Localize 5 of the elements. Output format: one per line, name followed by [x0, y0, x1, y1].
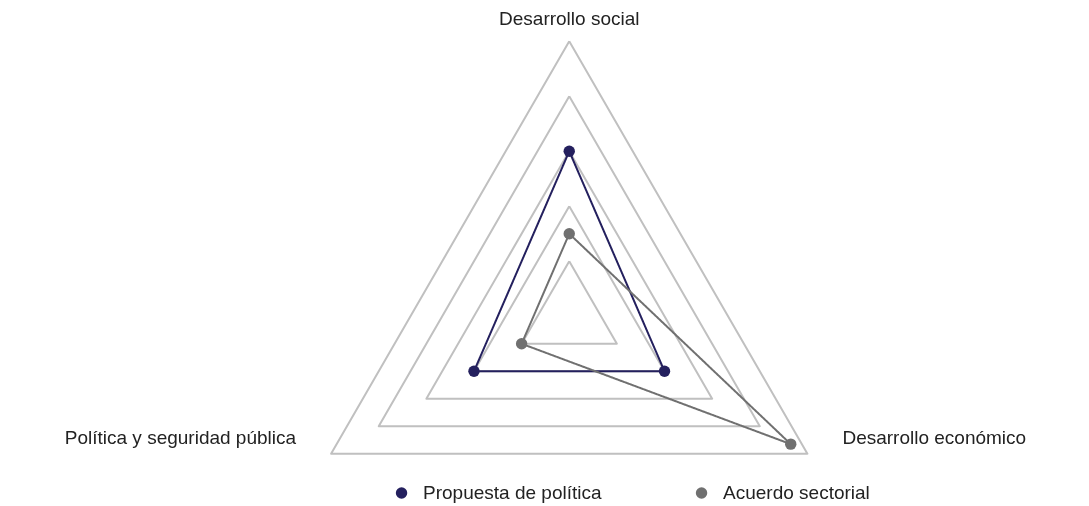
spoke-label: Política y seguridad pública: [64, 426, 297, 448]
spoke-label: Desarrollo económico: [842, 426, 1027, 448]
legend-label: Propuesta de política: [423, 481, 602, 503]
spoke-label: Desarrollo social: [499, 8, 640, 30]
legend-label: Acuerdo sectorial: [723, 481, 870, 503]
